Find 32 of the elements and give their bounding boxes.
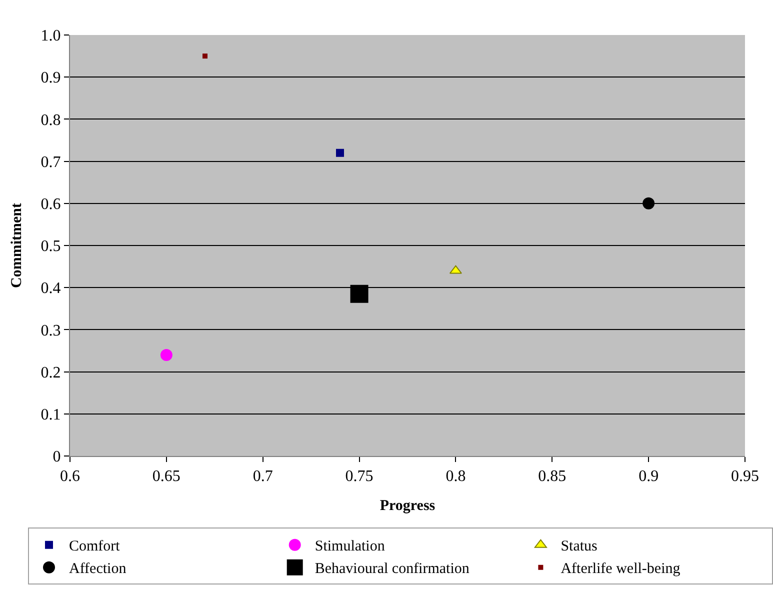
x-tick-label: 0.95 — [731, 468, 759, 486]
y-tick-label: 0.6 — [40, 196, 61, 213]
legend-label: Stimulation — [314, 538, 386, 555]
point — [336, 148, 344, 157]
x-tick-label: 0.7 — [252, 468, 273, 486]
legend-label: Behavioural confirmation — [314, 561, 470, 578]
point — [160, 348, 172, 361]
y-tick-label: 0.7 — [40, 154, 61, 171]
x-tick-label: 0.6 — [60, 468, 80, 486]
y-tick-label: 0.3 — [40, 322, 61, 340]
x-tick-label: 0.8 — [446, 468, 466, 486]
x-axis-title: Progress — [380, 498, 436, 514]
legend-label: Affection — [69, 561, 127, 578]
x-tick-label: 0.65 — [152, 468, 180, 486]
legend-label: Comfort — [69, 538, 121, 555]
point — [202, 54, 208, 59]
x-tick-label: 0.9 — [638, 468, 659, 486]
y-tick-label: 0 — [52, 448, 61, 466]
x-tick-label: 0.75 — [345, 468, 374, 486]
y-tick-label: 0.5 — [40, 238, 61, 256]
y-tick-label: 1.0 — [40, 28, 61, 45]
y-tick-label: 0.1 — [40, 406, 61, 424]
y-tick-label: 0.8 — [40, 112, 61, 129]
x-tick-label: 0.85 — [538, 468, 566, 486]
point — [350, 284, 368, 303]
y-tick-label: 0.2 — [40, 364, 61, 382]
y-tick-label: 0.4 — [40, 280, 61, 298]
y-tick-label: 0.9 — [40, 70, 61, 87]
point — [642, 197, 655, 210]
legend-label: Afterlife well-being — [560, 561, 681, 578]
y-axis-title: Commitment — [9, 203, 26, 288]
legend-label: Status — [560, 538, 598, 555]
